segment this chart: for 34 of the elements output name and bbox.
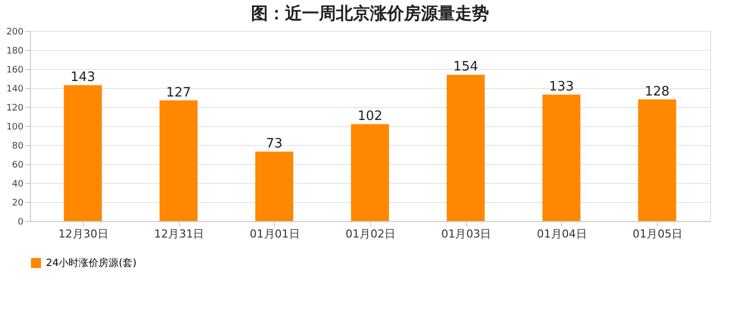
y-tick-label: 20 bbox=[12, 198, 24, 208]
x-tick-label: 01月02日 bbox=[346, 228, 396, 240]
x-tick-label: 01月05日 bbox=[632, 228, 683, 240]
x-tick-label: 01月01日 bbox=[250, 228, 300, 240]
x-tick-label: 01月03日 bbox=[441, 228, 492, 240]
y-tick-label: 200 bbox=[6, 28, 24, 38]
legend-label: 24小时涨价房源(套) bbox=[46, 257, 137, 269]
bar bbox=[446, 74, 485, 221]
data-label: 143 bbox=[70, 70, 96, 86]
y-tick-label: 0 bbox=[18, 218, 24, 228]
y-tick-label: 160 bbox=[6, 66, 24, 76]
x-tick-label: 12月30日 bbox=[58, 228, 108, 240]
data-label: 154 bbox=[453, 60, 478, 75]
y-tick-label: 100 bbox=[6, 122, 24, 132]
data-label: 133 bbox=[549, 80, 574, 95]
y-tick-label: 80 bbox=[12, 142, 24, 152]
bar bbox=[351, 124, 389, 221]
bar bbox=[64, 85, 102, 221]
data-label: 102 bbox=[358, 109, 382, 124]
bar bbox=[160, 100, 198, 221]
y-tick-label: 180 bbox=[6, 46, 24, 56]
x-tick-label: 01月04日 bbox=[536, 228, 587, 240]
data-label: 73 bbox=[266, 136, 283, 152]
y-tick-label: 140 bbox=[6, 84, 24, 94]
bar bbox=[638, 99, 676, 221]
y-tick-label: 40 bbox=[12, 180, 24, 190]
data-label: 128 bbox=[644, 84, 670, 100]
bar bbox=[542, 94, 580, 221]
bar bbox=[255, 152, 294, 221]
x-tick-label: 12月31日 bbox=[154, 228, 204, 240]
y-tick-label: 60 bbox=[12, 160, 24, 170]
y-tick-label: 120 bbox=[6, 104, 24, 114]
chart-title: 图：近一周北京涨价房源量走势 bbox=[251, 4, 489, 24]
data-label: 127 bbox=[166, 85, 191, 100]
